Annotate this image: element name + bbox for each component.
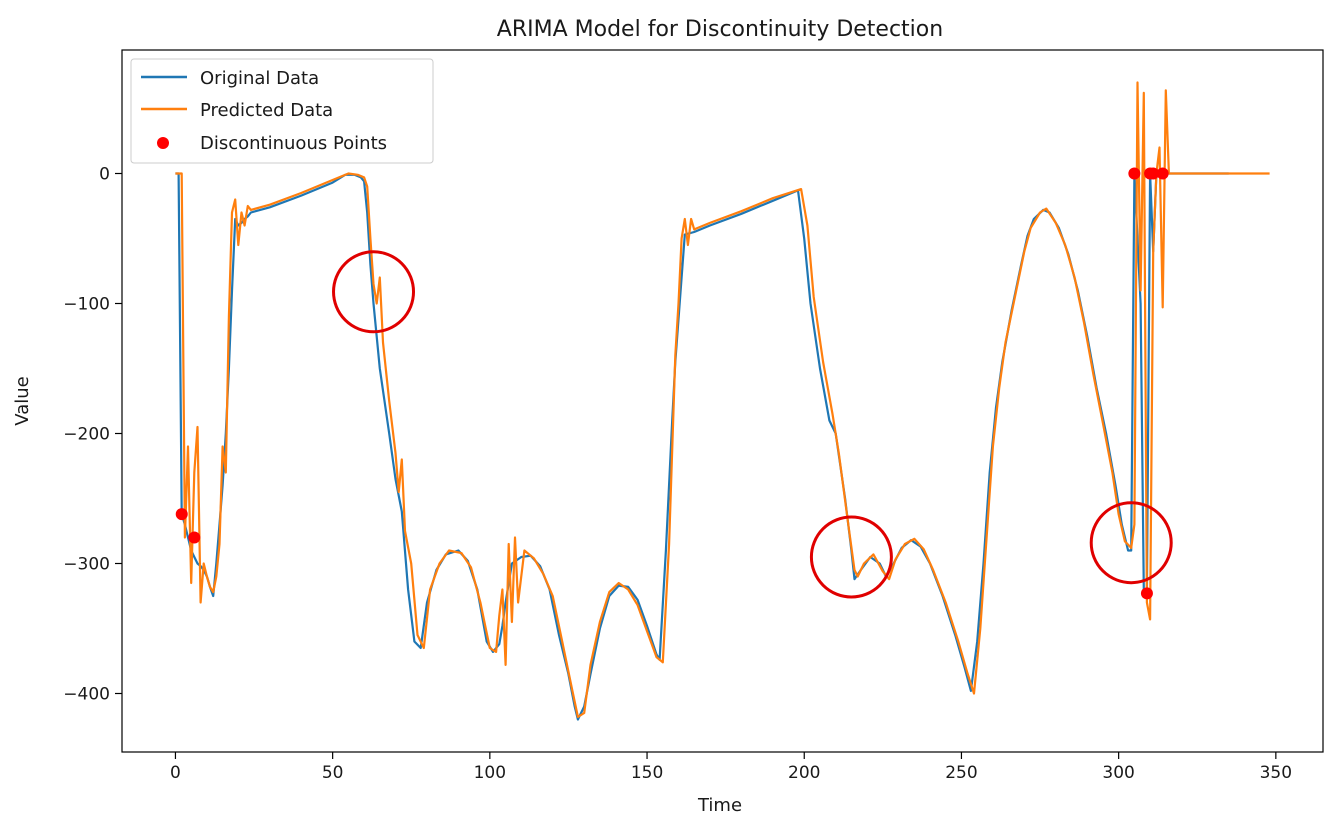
original-data-line bbox=[175, 172, 1229, 721]
x-tick-label: 250 bbox=[945, 763, 977, 783]
discontinuous-point bbox=[1128, 167, 1141, 180]
plot-frame bbox=[121, 49, 1324, 753]
y-tick-label: 0 bbox=[99, 165, 110, 185]
discontinuous-point bbox=[188, 531, 201, 544]
legend-label-predicted: Predicted Data bbox=[200, 100, 333, 121]
x-tick-label: 200 bbox=[788, 763, 820, 783]
discontinuous-point bbox=[1156, 167, 1169, 180]
legend-label-discontinuous: Discontinuous Points bbox=[200, 133, 387, 154]
axis-ticks: 0 50 100 150 200 250 300 350 0 −100 −200 −300 −400 bbox=[63, 165, 1292, 784]
discontinuous-point bbox=[1147, 167, 1160, 180]
x-axis-label: Time bbox=[697, 795, 742, 816]
x-tick-label: 300 bbox=[1102, 763, 1134, 783]
annotation-circle bbox=[809, 515, 893, 599]
annotation-circle bbox=[1089, 501, 1173, 585]
y-axis-label: Value bbox=[12, 376, 33, 425]
x-tick-label: 350 bbox=[1260, 763, 1292, 783]
y-tick-label: −400 bbox=[63, 685, 110, 705]
annotation-circle bbox=[332, 250, 416, 334]
legend-swatch-discontinuous bbox=[157, 137, 169, 149]
chart-title: ARIMA Model for Discontinuity Detection bbox=[497, 17, 943, 42]
legend-box bbox=[130, 58, 434, 164]
y-tick-label: −200 bbox=[63, 425, 110, 445]
x-tick-label: 50 bbox=[322, 763, 344, 783]
legend: Original Data Predicted Data Discontinuo… bbox=[130, 58, 434, 164]
x-tick-label: 0 bbox=[170, 763, 181, 783]
x-tick-label: 100 bbox=[474, 763, 506, 783]
discontinuous-point bbox=[175, 508, 188, 521]
discontinuous-point bbox=[1140, 587, 1153, 600]
x-tick-label: 150 bbox=[631, 763, 663, 783]
y-tick-label: −300 bbox=[63, 555, 110, 575]
y-tick-label: −100 bbox=[63, 295, 110, 315]
legend-label-original: Original Data bbox=[200, 68, 319, 89]
plot-area bbox=[175, 81, 1270, 721]
predicted-data-line bbox=[175, 81, 1270, 718]
